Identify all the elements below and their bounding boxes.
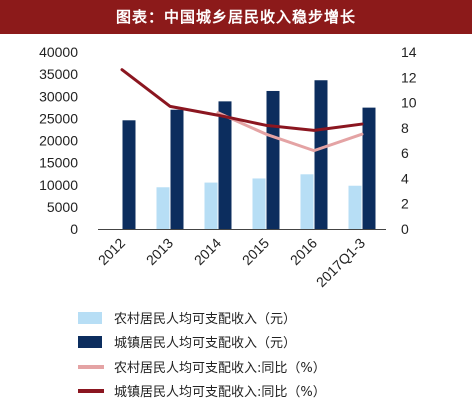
- y-right-tick-label: 10: [401, 95, 417, 111]
- y-left-tick-label: 30000: [39, 88, 78, 104]
- y-right-tick-label: 0: [401, 221, 409, 237]
- bar-urban: [362, 107, 376, 229]
- x-tick-label: 2012: [95, 235, 128, 268]
- x-tick-label: 2017Q1-3: [313, 235, 368, 290]
- y-left-tick-label: 10000: [39, 177, 78, 193]
- bar-urban: [314, 80, 328, 229]
- bar-urban: [218, 101, 232, 229]
- title-bar: [0, 0, 472, 34]
- line-rural-yoy: [216, 111, 364, 153]
- bar-rural: [300, 174, 314, 229]
- bar-rural: [252, 178, 266, 229]
- y-right-tick-label: 4: [401, 170, 409, 186]
- bar-urban: [170, 109, 184, 229]
- legend-label: 农村居民人均可支配收入（元）: [114, 312, 296, 327]
- chart-title: 图表：中国城乡居民收入稳步增长: [115, 8, 356, 26]
- legend-swatch: [78, 336, 102, 348]
- y-right-tick-label: 12: [401, 69, 417, 85]
- y-left-tick-label: 35000: [39, 66, 78, 82]
- legend-label: 城镇居民人均可支配收入:同比（%）: [114, 385, 326, 400]
- y-left-tick-label: 40000: [39, 44, 78, 60]
- x-tick-label: 2015: [239, 235, 272, 268]
- line-urban-yoy: [120, 68, 364, 132]
- bar-rural: [156, 187, 170, 229]
- y-left-tick-label: 5000: [47, 199, 78, 215]
- y-right-tick-label: 2: [401, 196, 409, 212]
- y-right-tick-label: 14: [401, 44, 417, 60]
- x-tick-label: 2014: [191, 235, 224, 268]
- legend-swatch: [78, 312, 102, 324]
- bar-rural: [204, 182, 218, 229]
- y-left-tick-label: 0: [70, 221, 78, 237]
- y-left-tick-label: 20000: [39, 133, 78, 149]
- x-tick-label: 2013: [143, 235, 176, 268]
- bar-urban: [266, 90, 280, 229]
- legend-label: 农村居民人均可支配收入:同比（%）: [114, 361, 326, 376]
- legend-label: 城镇居民人均可支配收入（元）: [114, 336, 296, 351]
- y-right-tick-label: 8: [401, 120, 409, 136]
- bar-urban: [122, 120, 136, 229]
- x-tick-label: 2016: [287, 235, 320, 268]
- y-left-tick-label: 15000: [39, 155, 78, 171]
- bar-rural: [348, 185, 362, 229]
- y-right-tick-label: 6: [401, 145, 409, 161]
- y-left-tick-label: 25000: [39, 110, 78, 126]
